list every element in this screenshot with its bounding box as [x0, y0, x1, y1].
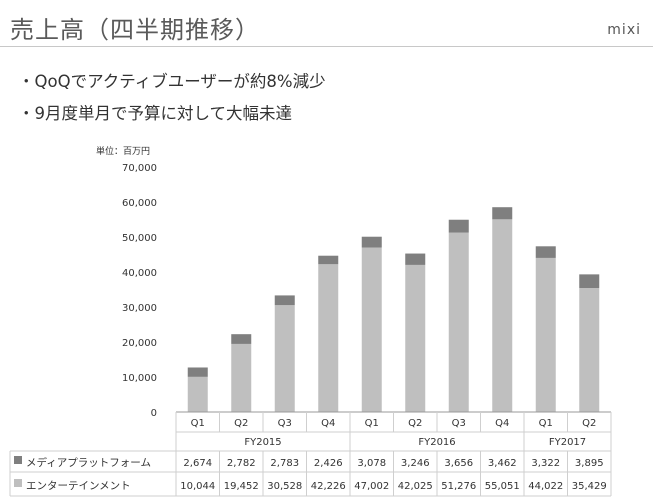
bar-entertainment: [579, 287, 600, 412]
fiscal-year-label: FY2016: [418, 437, 455, 448]
unit-label: 単位：百万円: [96, 145, 150, 157]
data-label-media-platform: 3,656: [444, 458, 473, 469]
bar-media-platform: [579, 274, 600, 288]
data-label-media-platform: 3,078: [357, 458, 386, 469]
bar-entertainment: [448, 232, 469, 412]
bullet-active-users: ・QoQでアクティブユーザーが約8%減少: [18, 72, 326, 91]
data-label-entertainment: 10,044: [180, 481, 215, 492]
bar-media-platform: [318, 255, 339, 265]
x-tick-label: Q2: [408, 418, 422, 429]
y-tick-label: 50,000: [122, 233, 157, 244]
data-label-media-platform: 3,462: [488, 458, 517, 469]
bar-media-platform: [187, 367, 208, 377]
data-label-entertainment: 47,002: [354, 481, 389, 492]
x-tick-label: Q4: [321, 418, 335, 429]
bar-entertainment: [492, 219, 513, 412]
page-title: 売上高（四半期推移）: [10, 16, 260, 44]
x-tick-label: Q3: [452, 418, 466, 429]
bar-entertainment: [187, 376, 208, 412]
data-label-entertainment: 44,022: [528, 481, 563, 492]
title-divider: [0, 46, 653, 47]
bar-media-platform: [405, 253, 426, 265]
data-label-media-platform: 3,895: [575, 458, 604, 469]
bar-entertainment: [231, 343, 252, 412]
x-tick-label: Q3: [278, 418, 292, 429]
bar-media-platform: [448, 219, 469, 233]
legend-swatch-entertainment: [14, 479, 22, 487]
fiscal-year-label: FY2017: [549, 437, 586, 448]
x-tick-label: Q1: [365, 418, 379, 429]
y-tick-label: 70,000: [122, 163, 157, 174]
x-tick-label: Q2: [582, 418, 596, 429]
legend-label-entertainment: エンターテインメント: [26, 480, 131, 492]
y-tick-label: 40,000: [122, 268, 157, 279]
data-label-entertainment: 42,226: [311, 481, 346, 492]
data-label-entertainment: 30,528: [267, 481, 302, 492]
brand-logo: mixi: [607, 22, 641, 38]
bar-media-platform: [231, 334, 252, 344]
legend-label-media-platform: メディアプラットフォーム: [26, 456, 151, 469]
y-tick-label: 60,000: [122, 198, 157, 209]
x-tick-label: Q1: [539, 418, 553, 429]
bar-media-platform: [274, 295, 295, 306]
data-label-media-platform: 3,322: [531, 458, 560, 469]
data-label-media-platform: 2,674: [183, 458, 212, 469]
data-label-media-platform: 3,246: [401, 458, 430, 469]
x-tick-label: Q4: [495, 418, 509, 429]
bar-entertainment: [318, 264, 339, 412]
y-tick-label: 0: [151, 408, 157, 419]
data-label-media-platform: 2,426: [314, 458, 343, 469]
data-label-entertainment: 35,429: [572, 481, 607, 492]
legend-swatch-media-platform: [14, 456, 22, 464]
bar-entertainment: [361, 247, 382, 412]
bar-media-platform: [361, 236, 382, 248]
data-label-entertainment: 55,051: [485, 481, 520, 492]
y-tick-label: 10,000: [122, 373, 157, 384]
y-tick-label: 20,000: [122, 338, 157, 349]
data-label-entertainment: 19,452: [224, 481, 259, 492]
data-label-entertainment: 42,025: [398, 481, 433, 492]
x-tick-label: Q2: [234, 418, 248, 429]
bar-entertainment: [405, 264, 426, 412]
bar-media-platform: [492, 207, 513, 220]
data-label-media-platform: 2,783: [270, 458, 299, 469]
fiscal-year-label: FY2015: [244, 437, 281, 448]
data-label-entertainment: 51,276: [441, 481, 476, 492]
bullet-budget: ・9月度単月で予算に対して大幅未達: [18, 104, 293, 123]
data-label-media-platform: 2,782: [227, 458, 256, 469]
x-tick-label: Q1: [191, 418, 205, 429]
bar-entertainment: [274, 305, 295, 412]
y-tick-label: 30,000: [122, 303, 157, 314]
bar-entertainment: [535, 257, 556, 412]
bar-media-platform: [535, 246, 556, 258]
